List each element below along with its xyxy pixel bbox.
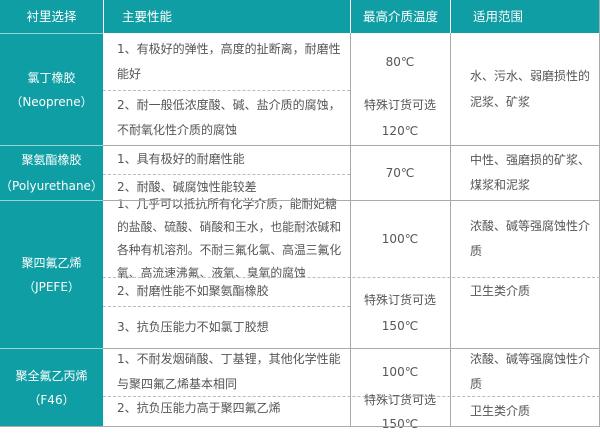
property-text: 2、耐酸、碱腐蚀性能较差 — [117, 179, 257, 194]
lining-code: （Neoprene） — [10, 94, 93, 109]
temperature: 150℃ — [381, 318, 419, 333]
temperature: 100℃ — [381, 365, 419, 379]
lining-name: 聚氨酯橡胶 — [21, 153, 82, 167]
lining-cell: 聚四氟乙烯 （JPEFE） — [0, 200, 103, 348]
temperature-option: 特殊订货可选 150℃ — [350, 393, 450, 431]
temperature: 120℃ — [381, 123, 419, 138]
lining-cell: 聚全氟乙丙烯 （F46） — [0, 348, 103, 427]
column-divider — [350, 33, 351, 427]
special-order-label: 特殊订货可选 — [363, 97, 436, 112]
header-usage: 适用范围 — [450, 0, 600, 33]
header-temperature: 最高介质温度 — [350, 0, 450, 33]
usage-text: 卫生类介质 — [470, 284, 531, 298]
property-text: 2、耐磨性能不如聚氨酯橡胶 — [117, 284, 269, 298]
header-lining: 衬里选择 — [0, 0, 103, 33]
row-divider — [103, 145, 600, 146]
property-text: 1、有极好的弹性，高度的扯断离，耐磨性能好 — [117, 41, 341, 81]
row-divider — [103, 200, 600, 201]
lining-name: 聚四氟乙烯 — [21, 255, 82, 270]
header-properties: 主要性能 — [103, 0, 350, 33]
temperature: 80℃ — [385, 54, 415, 69]
property-text: 1、不耐发烟硝酸、丁基锂，其他化学性能与聚四氟乙烯基本相同 — [117, 352, 341, 391]
temperature-option: 特殊订货可选 150℃ — [350, 277, 450, 348]
special-order-label: 特殊订货可选 — [363, 292, 436, 307]
lining-name: 氯丁橡胶 — [27, 70, 76, 85]
property-text: 2、耐一般低浓度酸、碱、盐介质的腐蚀，不耐氧化性介质的腐蚀 — [117, 97, 341, 137]
usage-text: 卫生类介质 — [470, 404, 531, 418]
lining-cell: 氯丁橡胶 （Neoprene） — [0, 33, 103, 145]
usage-text: 浓酸、碱等强腐蚀性介质 — [470, 352, 591, 391]
row-divider — [103, 348, 600, 349]
property-text: 1、几乎可以抵抗所有化学介质，能耐妃糖的盐酸、硫酸、硝酸和王水，也能耐浓碱和各种… — [117, 196, 342, 280]
property-text: 1、具有极好的耐磨性能 — [117, 152, 245, 166]
property-text: 3、抗负压能力不如氯丁胶想 — [117, 319, 269, 334]
special-order-label: 特殊订货可选 — [363, 392, 436, 407]
temperature: 70℃ — [385, 165, 415, 180]
usage-text: 水、污水、弱磨损性的泥浆、矿浆 — [470, 69, 591, 109]
dashed-divider — [103, 306, 350, 307]
lining-cell: 聚氨酯橡胶 （Polyurethane） — [0, 145, 103, 200]
lining-code: （F46） — [28, 393, 75, 407]
temperature: 100℃ — [381, 231, 419, 246]
lining-code: （Polyurethane） — [0, 179, 103, 193]
temperature-option: 特殊订货可选 120℃ — [350, 90, 450, 145]
dashed-divider — [103, 90, 350, 91]
temperature: 150℃ — [381, 416, 419, 431]
dashed-divider — [103, 396, 600, 397]
usage-text: 浓酸、碱等强腐蚀性介质 — [470, 218, 591, 258]
usage-text: 中性、强磨损的矿浆、煤浆和泥浆 — [470, 152, 591, 192]
lining-name: 聚全氟乙丙烯 — [15, 369, 88, 383]
dashed-divider — [103, 174, 350, 175]
column-divider — [450, 33, 451, 427]
dashed-divider — [103, 277, 600, 278]
lining-code: （JPEFE） — [23, 279, 80, 294]
property-text: 2、抗负压能力高于聚四氟乙烯 — [117, 401, 281, 415]
